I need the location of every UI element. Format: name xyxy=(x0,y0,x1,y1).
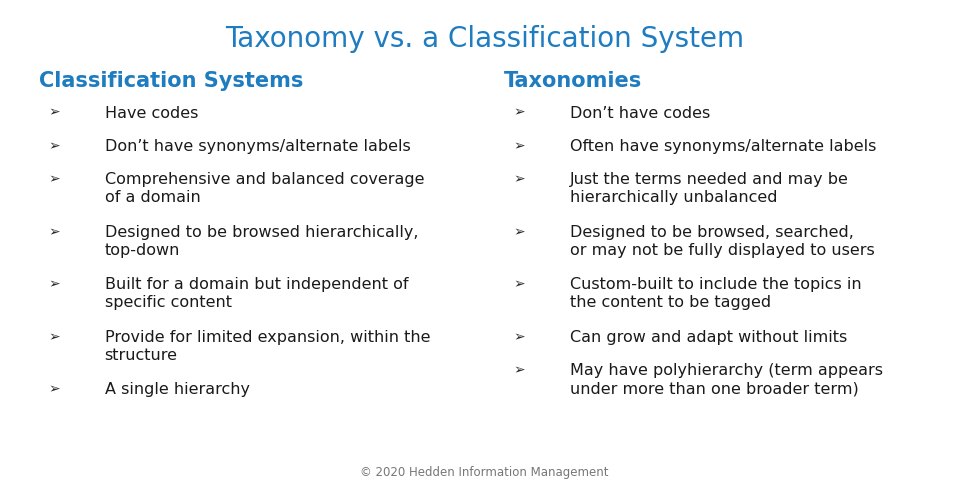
Text: ➢: ➢ xyxy=(514,139,525,153)
Text: Taxonomies: Taxonomies xyxy=(504,71,642,91)
Text: ➢: ➢ xyxy=(514,363,525,378)
Text: ➢: ➢ xyxy=(48,382,60,397)
Text: © 2020 Hedden Information Management: © 2020 Hedden Information Management xyxy=(360,466,609,479)
Text: Have codes: Have codes xyxy=(105,106,198,121)
Text: ➢: ➢ xyxy=(48,277,60,292)
Text: ➢: ➢ xyxy=(48,172,60,187)
Text: Can grow and adapt without limits: Can grow and adapt without limits xyxy=(570,330,847,345)
Text: ➢: ➢ xyxy=(48,225,60,239)
Text: Provide for limited expansion, within the
structure: Provide for limited expansion, within th… xyxy=(105,330,430,363)
Text: Designed to be browsed hierarchically,
top-down: Designed to be browsed hierarchically, t… xyxy=(105,225,419,258)
Text: Designed to be browsed, searched,
or may not be fully displayed to users: Designed to be browsed, searched, or may… xyxy=(570,225,874,258)
Text: May have polyhierarchy (term appears
under more than one broader term): May have polyhierarchy (term appears und… xyxy=(570,363,883,396)
Text: A single hierarchy: A single hierarchy xyxy=(105,382,250,398)
Text: Often have synonyms/alternate labels: Often have synonyms/alternate labels xyxy=(570,139,876,154)
Text: ➢: ➢ xyxy=(48,106,60,120)
Text: Built for a domain but independent of
specific content: Built for a domain but independent of sp… xyxy=(105,277,408,310)
Text: ➢: ➢ xyxy=(514,225,525,239)
Text: Taxonomy vs. a Classification System: Taxonomy vs. a Classification System xyxy=(225,25,744,53)
Text: Classification Systems: Classification Systems xyxy=(39,71,303,91)
Text: ➢: ➢ xyxy=(48,330,60,344)
Text: Don’t have codes: Don’t have codes xyxy=(570,106,710,121)
Text: ➢: ➢ xyxy=(48,139,60,153)
Text: Comprehensive and balanced coverage
of a domain: Comprehensive and balanced coverage of a… xyxy=(105,172,424,205)
Text: Custom-built to include the topics in
the content to be tagged: Custom-built to include the topics in th… xyxy=(570,277,861,310)
Text: ➢: ➢ xyxy=(514,330,525,344)
Text: Don’t have synonyms/alternate labels: Don’t have synonyms/alternate labels xyxy=(105,139,411,154)
Text: ➢: ➢ xyxy=(514,277,525,292)
Text: Just the terms needed and may be
hierarchically unbalanced: Just the terms needed and may be hierarc… xyxy=(570,172,849,205)
Text: ➢: ➢ xyxy=(514,172,525,187)
Text: ➢: ➢ xyxy=(514,106,525,120)
